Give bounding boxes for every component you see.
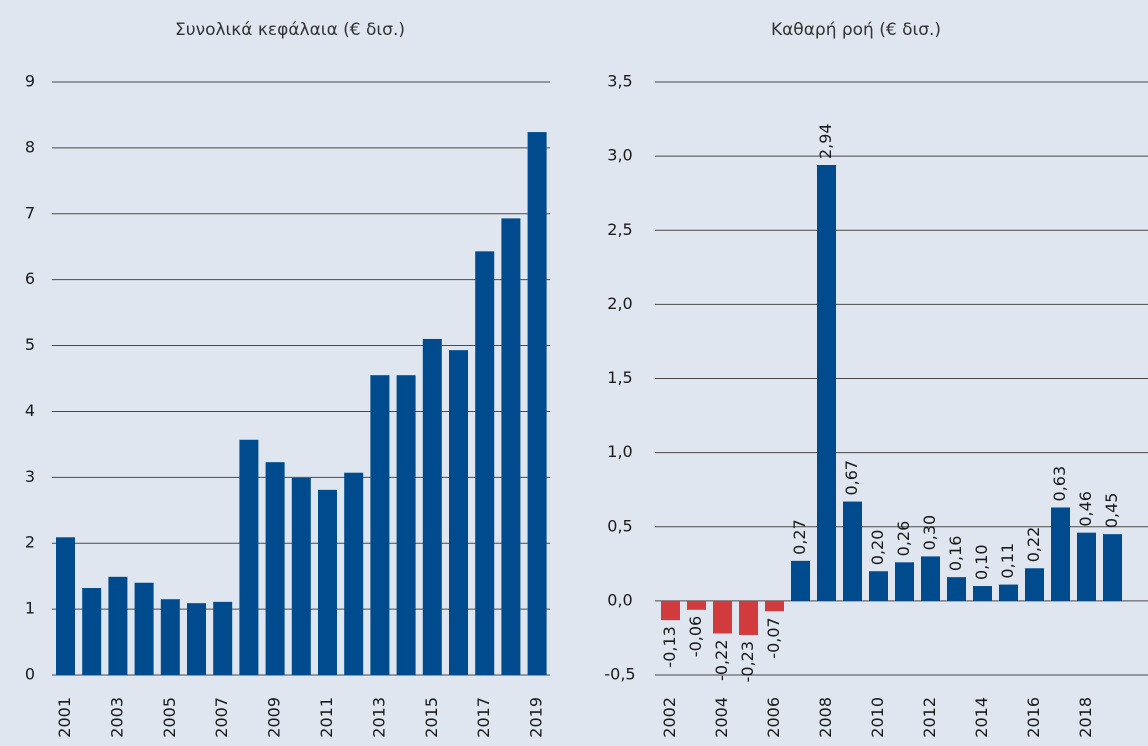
bar [869,571,888,601]
bar [318,489,337,675]
y-tick-label: 6 [25,269,35,288]
bar [791,560,810,601]
data-label: -0,23 [738,641,757,682]
bar [661,600,680,621]
bar [475,251,495,675]
chart-title: Καθαρή ροή (€ δισ.) [771,20,941,40]
y-tick-label: 1,0 [607,442,632,461]
bar [527,132,547,675]
y-tick-label: 2 [25,533,35,552]
x-tick-label: 2011 [317,697,336,738]
x-tick-label: 2018 [1076,697,1095,738]
x-tick-label: 2016 [1024,697,1043,738]
bar [999,584,1018,601]
data-label: 0,27 [790,519,809,555]
bar [265,462,285,675]
bar [449,350,468,675]
bar [422,338,442,675]
x-tick-label: 2015 [422,697,441,738]
bar [56,537,75,675]
x-tick-label: 2010 [868,697,887,738]
x-tick-label: 2013 [369,697,388,738]
bar [108,576,128,675]
data-label: 2,94 [816,123,835,159]
data-label: 0,63 [1050,466,1069,502]
x-tick-label: 2003 [107,697,126,738]
bar [687,600,706,610]
x-tick-label: 2004 [712,697,731,738]
bar [213,601,233,675]
x-tick-label: 2007 [212,697,231,738]
y-tick-label: 1 [25,599,35,618]
data-label: 0,30 [920,515,939,551]
x-tick-label: 2009 [265,697,284,738]
x-tick-label: 2012 [920,697,939,738]
y-tick-label: 4 [25,401,35,420]
data-label: -0,06 [686,616,705,657]
x-tick-label: 2005 [160,697,179,738]
y-tick-label: 7 [25,203,35,222]
y-tick-label: 1,5 [607,368,632,387]
y-tick-label: 3 [25,467,35,486]
bar [82,588,102,675]
data-label: 0,16 [946,536,965,572]
bar [947,577,966,601]
data-label: -0,22 [712,639,731,680]
x-tick-label: 2014 [972,697,991,738]
bar [396,375,416,675]
data-label: 0,10 [972,544,991,580]
y-tick-label: 3,0 [607,146,632,165]
data-label: -0,13 [660,626,679,667]
bar [817,165,836,601]
y-tick-label: -0,5 [604,665,635,684]
y-tick-label: 2,0 [607,294,632,313]
x-tick-label: 2002 [660,697,679,738]
bar [134,582,154,675]
data-label: -0,07 [764,617,783,658]
x-tick-label: 2019 [527,697,546,738]
y-tick-label: 0 [25,665,35,684]
x-tick-label: 2001 [55,697,74,738]
data-label: 0,20 [868,530,887,566]
bar [843,501,862,601]
y-tick-label: 3,5 [607,72,632,91]
data-label: 0,26 [894,521,913,557]
bar [291,477,311,675]
bar [1051,507,1070,601]
y-tick-label: 5 [25,335,35,354]
bar [370,375,390,675]
data-label: 0,46 [1076,491,1095,527]
x-tick-label: 2006 [764,697,783,738]
x-tick-label: 2017 [474,697,493,738]
bar [239,439,259,675]
bar [1103,534,1122,601]
x-tick-label: 2008 [816,697,835,738]
y-tick-label: 9 [25,72,35,91]
bar [1025,568,1044,601]
bar [187,603,206,675]
y-tick-label: 0,5 [607,516,632,535]
bar [501,218,521,675]
y-tick-label: 0,0 [607,590,632,609]
bar [765,600,784,612]
y-tick-label: 8 [25,137,35,156]
bar [921,556,940,601]
chart-title: Συνολικά κεφάλαια (€ δισ.) [175,20,405,40]
bar [160,599,180,675]
data-label: 0,45 [1102,493,1121,529]
bar [739,600,758,635]
data-label: 0,67 [842,460,861,496]
bar [344,472,364,675]
y-tick-label: 2,5 [607,220,632,239]
data-label: 0,22 [1024,527,1043,563]
bar [973,586,992,601]
bar [1077,532,1096,601]
bar [895,562,914,601]
data-label: 0,11 [998,543,1017,579]
bar [713,600,732,634]
